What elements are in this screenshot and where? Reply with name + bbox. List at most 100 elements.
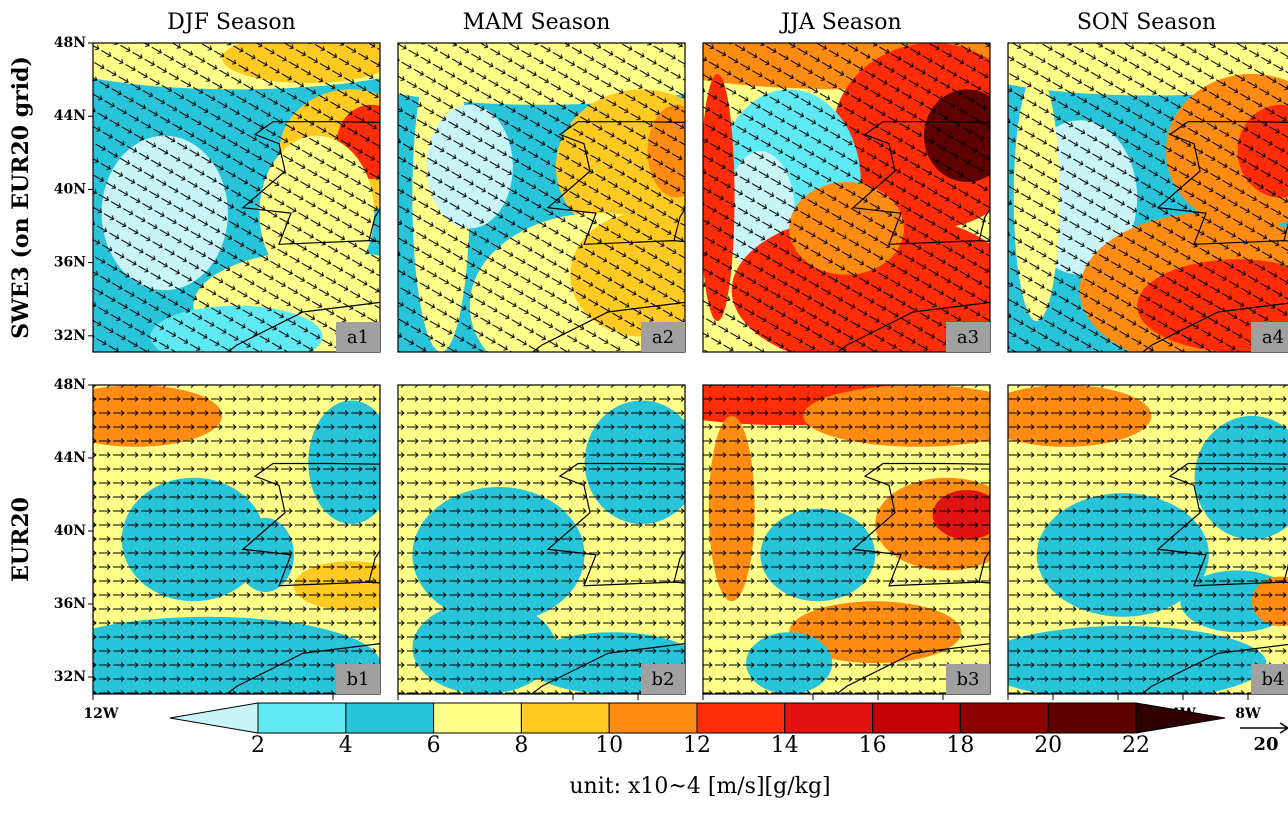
panel-tag-box xyxy=(946,664,990,694)
coastline xyxy=(673,549,685,583)
map-panel: a4 xyxy=(1007,42,1288,353)
column-title: DJF Season xyxy=(167,10,296,35)
lat-label: 32N xyxy=(54,328,86,344)
panel-tag-box xyxy=(641,664,685,694)
coastline xyxy=(835,643,990,694)
lat-label: 40N xyxy=(54,181,86,197)
wind-vectors xyxy=(1008,43,1288,352)
colorbar-segment xyxy=(608,702,698,734)
coastline xyxy=(1141,302,1288,352)
panel-frame xyxy=(702,42,991,353)
colorbar-low xyxy=(169,702,259,734)
coastline xyxy=(673,208,685,241)
panel-frame xyxy=(1007,384,1288,695)
coastline xyxy=(368,208,380,241)
map-content xyxy=(93,43,380,352)
map-panel: b3 xyxy=(702,384,991,695)
panel-frame xyxy=(397,384,686,695)
coastline xyxy=(851,462,990,587)
colorbar-segment xyxy=(520,702,610,734)
coastline xyxy=(531,301,685,352)
panel-tag-box xyxy=(946,322,990,352)
colorbar-tick-label: 2 xyxy=(251,733,265,758)
unit-label: unit: x10~4 [m/s][g/kg] xyxy=(569,774,830,799)
lat-label: 40N xyxy=(54,523,86,539)
colorbar-tick-label: 14 xyxy=(771,733,799,758)
coastline xyxy=(530,643,685,694)
colorbar-high xyxy=(1135,702,1226,734)
colorbar-segment xyxy=(257,702,347,734)
coastline xyxy=(1156,462,1288,587)
lat-label: 44N xyxy=(54,450,86,466)
colorbar-tick-label: 16 xyxy=(859,733,887,758)
coastline xyxy=(241,462,380,587)
coastline xyxy=(241,121,380,245)
colorbar-tick-label: 18 xyxy=(946,733,974,758)
wind-vectors xyxy=(703,385,990,694)
reference-label: 20 xyxy=(1253,734,1278,755)
coastline xyxy=(978,549,990,583)
panel-tag-box xyxy=(336,664,380,694)
reference-arrow xyxy=(1240,722,1288,734)
panel-frame xyxy=(92,42,381,353)
coastline xyxy=(225,643,380,694)
colorbar-tick-label: 22 xyxy=(1122,733,1150,758)
lat-label: 32N xyxy=(54,669,86,685)
panel-frame xyxy=(1007,42,1288,353)
panel-frame xyxy=(702,384,991,695)
coastline xyxy=(546,121,685,245)
panel-tag: a3 xyxy=(957,327,979,348)
lat-label: 36N xyxy=(54,255,86,271)
colorbar-tick-label: 20 xyxy=(1034,733,1062,758)
coastline xyxy=(546,462,685,587)
panel-tag: a4 xyxy=(1262,327,1284,348)
map-content xyxy=(1008,385,1288,694)
lon-label: 12W xyxy=(83,706,118,722)
panel-tag-box xyxy=(1251,664,1288,694)
coastline xyxy=(1140,643,1288,694)
panel-frame xyxy=(397,42,686,353)
wind-vectors xyxy=(703,43,990,352)
coastline xyxy=(851,121,990,245)
panel-tag: b2 xyxy=(652,669,675,690)
colorbar-tick-label: 10 xyxy=(595,733,623,758)
colorbar-tick-label: 8 xyxy=(514,733,528,758)
colorbar-segment xyxy=(959,702,1049,734)
map-content xyxy=(93,385,380,694)
colorbar-tick-label: 6 xyxy=(427,733,441,758)
column-title: MAM Season xyxy=(463,10,611,35)
map-panel: b2 xyxy=(397,384,686,695)
panel-tag: b3 xyxy=(957,669,980,690)
coastline xyxy=(1156,121,1288,245)
wind-vectors xyxy=(398,43,685,352)
wind-vectors xyxy=(93,43,380,352)
map-panel: a3 xyxy=(702,42,991,353)
coastline xyxy=(226,301,380,352)
lat-label: 44N xyxy=(54,108,86,124)
map-content xyxy=(703,43,990,352)
colorbar-segment xyxy=(872,702,961,734)
panel-tag-box xyxy=(641,322,685,352)
row-title: EUR20 xyxy=(8,497,34,582)
colorbar-segment xyxy=(433,702,522,734)
coastline xyxy=(368,549,380,583)
colorbar-tick-label: 12 xyxy=(683,733,711,758)
map-content xyxy=(703,385,990,694)
map-panel: a1 xyxy=(92,42,381,353)
panel-tag: a2 xyxy=(652,327,674,348)
column-title: SON Season xyxy=(1077,10,1216,35)
coastline xyxy=(978,208,990,241)
panel-tag-box xyxy=(336,322,380,352)
colorbar-segment xyxy=(1047,702,1137,734)
lon-label: 8W xyxy=(1235,706,1261,722)
column-title: JJA Season xyxy=(779,10,901,35)
lat-label: 48N xyxy=(54,35,86,51)
map-content xyxy=(1008,43,1288,352)
lat-label: 36N xyxy=(54,596,86,612)
panel-tag: b1 xyxy=(347,669,370,690)
map-panel: a2 xyxy=(397,42,686,353)
colorbar-tick-label: 4 xyxy=(339,733,353,758)
panel-tag: b4 xyxy=(1262,669,1285,690)
